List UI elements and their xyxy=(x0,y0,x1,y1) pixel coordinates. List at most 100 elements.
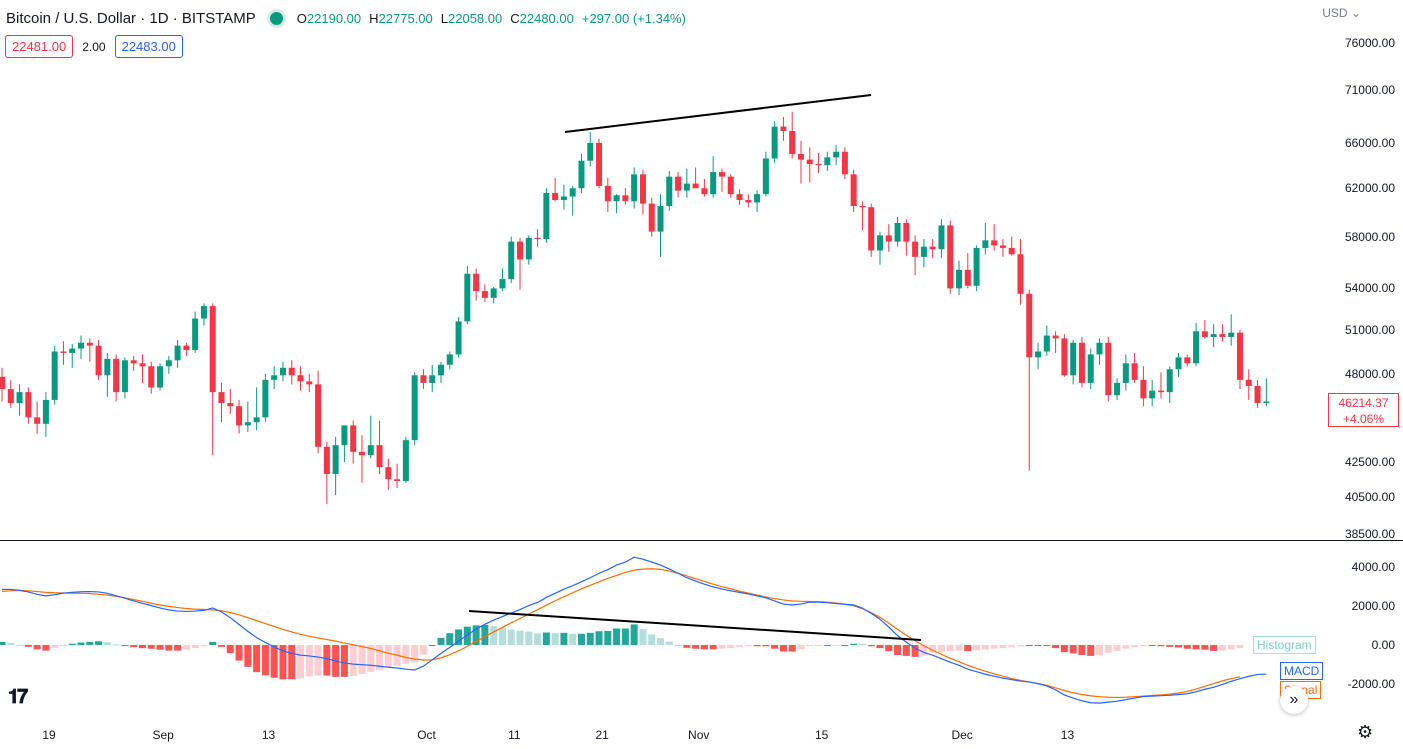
candle[interactable] xyxy=(376,420,383,475)
candle[interactable] xyxy=(569,185,576,216)
candle[interactable] xyxy=(1061,334,1068,377)
candle[interactable] xyxy=(279,361,286,382)
candle[interactable] xyxy=(78,335,85,359)
candle[interactable] xyxy=(1140,366,1147,407)
candle[interactable] xyxy=(271,366,278,390)
candle[interactable] xyxy=(297,366,304,391)
candle[interactable] xyxy=(657,194,664,257)
candle[interactable] xyxy=(481,284,488,302)
candle[interactable] xyxy=(227,389,234,415)
candle[interactable] xyxy=(560,184,567,210)
tradingview-logo-icon[interactable]: 𝟏𝟕 xyxy=(8,686,28,708)
macd-line[interactable] xyxy=(2,556,1267,704)
candle[interactable] xyxy=(833,145,840,166)
candle[interactable] xyxy=(0,367,5,402)
candle[interactable] xyxy=(315,370,322,454)
candle[interactable] xyxy=(885,224,892,252)
candle[interactable] xyxy=(1096,338,1103,365)
candle[interactable] xyxy=(771,121,778,163)
candle[interactable] xyxy=(499,268,506,292)
candle[interactable] xyxy=(552,177,559,202)
candle[interactable] xyxy=(841,147,848,179)
candle[interactable] xyxy=(534,229,541,247)
candle[interactable] xyxy=(639,169,646,215)
candle[interactable] xyxy=(920,239,927,268)
candle[interactable] xyxy=(113,354,120,402)
candle[interactable] xyxy=(754,190,761,213)
candle[interactable] xyxy=(51,345,58,405)
candle[interactable] xyxy=(596,138,603,189)
candle[interactable] xyxy=(104,352,111,397)
candle[interactable] xyxy=(455,317,462,358)
candle[interactable] xyxy=(341,425,348,462)
candle[interactable] xyxy=(148,361,155,394)
candle[interactable] xyxy=(236,399,243,434)
candle[interactable] xyxy=(209,303,216,456)
candle[interactable] xyxy=(877,231,883,265)
candle[interactable] xyxy=(824,151,831,171)
candle[interactable] xyxy=(780,117,787,141)
candle[interactable] xyxy=(991,224,998,251)
candle[interactable] xyxy=(692,167,699,189)
candle[interactable] xyxy=(973,245,980,292)
candle[interactable] xyxy=(1245,369,1252,400)
trend-line-price[interactable] xyxy=(564,94,872,133)
candle[interactable] xyxy=(174,339,181,368)
candle[interactable] xyxy=(1210,324,1217,348)
candle[interactable] xyxy=(1122,354,1129,391)
candle[interactable] xyxy=(42,392,49,437)
candle[interactable] xyxy=(964,253,971,289)
candle[interactable] xyxy=(446,351,453,370)
candle[interactable] xyxy=(288,360,295,385)
candle[interactable] xyxy=(130,355,137,371)
candle[interactable] xyxy=(394,463,401,489)
candle[interactable] xyxy=(1087,348,1094,390)
candle[interactable] xyxy=(358,435,365,483)
candle[interactable] xyxy=(1105,336,1112,402)
candle[interactable] xyxy=(718,168,725,192)
candle[interactable] xyxy=(253,387,260,431)
candle[interactable] xyxy=(1166,366,1173,404)
candle[interactable] xyxy=(25,387,32,424)
trend-line-macd[interactable] xyxy=(468,610,922,641)
candle[interactable] xyxy=(1043,325,1050,356)
candle[interactable] xyxy=(69,344,76,368)
candle[interactable] xyxy=(1193,322,1200,367)
candle[interactable] xyxy=(1008,236,1015,256)
candle[interactable] xyxy=(183,342,190,356)
candle[interactable] xyxy=(438,361,444,383)
candle[interactable] xyxy=(903,219,910,256)
candle[interactable] xyxy=(192,311,199,353)
candle[interactable] xyxy=(587,132,594,167)
candle[interactable] xyxy=(121,357,128,399)
candle[interactable] xyxy=(578,154,585,193)
candle[interactable] xyxy=(604,177,611,213)
candle[interactable] xyxy=(938,219,945,259)
candle[interactable] xyxy=(385,458,392,490)
candle[interactable] xyxy=(859,201,866,231)
candle[interactable] xyxy=(1254,379,1261,408)
candle[interactable] xyxy=(701,178,708,197)
candle[interactable] xyxy=(631,167,638,209)
candle[interactable] xyxy=(411,372,418,446)
candle[interactable] xyxy=(1175,352,1182,377)
candle[interactable] xyxy=(1201,319,1208,339)
candle[interactable] xyxy=(1114,378,1121,400)
candle[interactable] xyxy=(367,415,374,459)
candle[interactable] xyxy=(508,236,515,284)
candle[interactable] xyxy=(473,268,480,301)
candle[interactable] xyxy=(1026,289,1033,471)
candle[interactable] xyxy=(165,355,172,374)
candle[interactable] xyxy=(999,239,1006,257)
candle[interactable] xyxy=(86,338,93,362)
candle[interactable] xyxy=(666,170,673,211)
candle[interactable] xyxy=(868,203,875,257)
symbol-title[interactable]: Bitcoin / U.S. Dollar · 1D · BITSTAMP xyxy=(6,9,256,27)
candle[interactable] xyxy=(464,265,471,325)
candle[interactable] xyxy=(1131,352,1138,383)
candle[interactable] xyxy=(789,111,796,159)
candle[interactable] xyxy=(95,339,102,380)
candle[interactable] xyxy=(139,354,146,383)
candle[interactable] xyxy=(350,420,357,464)
